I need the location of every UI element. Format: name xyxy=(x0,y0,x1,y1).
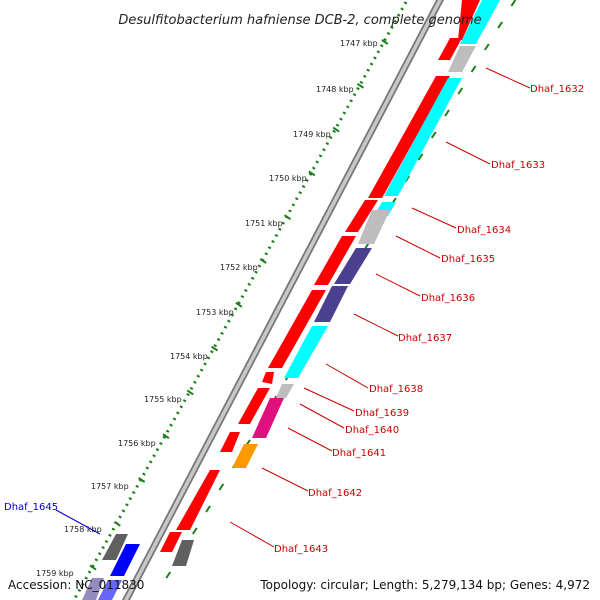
accession-text: Accession: NC_011830 xyxy=(8,578,145,592)
scale-tick-label: 1748 kbp xyxy=(316,85,354,94)
scale-tick-label: 1750 kbp xyxy=(269,174,307,183)
scale-tick xyxy=(186,389,194,396)
gene-feature[interactable] xyxy=(284,326,328,378)
scale-labels: 1747 kbp 1748 kbp 1749 kbp 1750 kbp 1751… xyxy=(36,39,378,578)
gene-feature[interactable] xyxy=(314,286,348,322)
scale-ruler xyxy=(72,1,408,600)
outer-tick xyxy=(417,153,424,161)
scale-tick xyxy=(113,520,121,527)
map-title: Desulfitobacterium hafniense DCB-2, comp… xyxy=(118,13,481,28)
scale-tick-marks xyxy=(89,39,389,571)
feature-ring-two xyxy=(172,0,500,566)
gene-feature[interactable] xyxy=(160,532,182,552)
gene-feature[interactable] xyxy=(110,544,140,576)
scale-tick xyxy=(332,126,340,133)
gene-label[interactable]: Dhaf_1637 xyxy=(398,333,452,344)
gene-label[interactable]: Dhaf_1642 xyxy=(308,488,362,499)
gene-label[interactable]: Dhaf_1640 xyxy=(345,425,399,436)
outer-tick xyxy=(510,0,517,7)
gene-label[interactable]: Dhaf_1632 xyxy=(530,84,584,95)
outer-tick xyxy=(218,483,225,491)
gene-label[interactable]: Dhaf_1634 xyxy=(457,225,511,236)
scale-tick-label: 1754 kbp xyxy=(170,352,208,361)
scale-tick xyxy=(211,345,219,352)
outer-tick xyxy=(191,527,198,535)
gene-feature[interactable] xyxy=(384,78,462,196)
scale-tick-label: 1759 kbp xyxy=(36,569,74,578)
outer-tick xyxy=(470,65,477,73)
gene-feature[interactable] xyxy=(314,236,356,285)
scale-tick xyxy=(259,258,267,264)
scale-tick xyxy=(283,214,292,221)
gene-label[interactable]: Dhaf_1643 xyxy=(274,544,328,555)
gene-feature[interactable] xyxy=(232,444,258,468)
scale-tick xyxy=(381,39,389,45)
gene-label[interactable]: Dhaf_1641 xyxy=(332,448,386,459)
lower-feature-group xyxy=(82,534,140,600)
scale-tick-label: 1755 kbp xyxy=(144,395,182,404)
outer-tick xyxy=(497,21,503,29)
scale-tick xyxy=(138,477,146,483)
gene-feature[interactable] xyxy=(368,76,450,198)
gene-feature[interactable] xyxy=(102,534,128,560)
gene-feature[interactable] xyxy=(238,388,270,424)
scale-tick xyxy=(356,82,365,89)
gene-feature[interactable] xyxy=(358,210,390,244)
scale-tick-label: 1747 kbp xyxy=(340,39,378,48)
outer-tick xyxy=(205,505,211,513)
forward-strand-genes xyxy=(160,0,480,552)
gene-feature[interactable] xyxy=(172,540,194,566)
gene-feature[interactable] xyxy=(220,432,240,452)
gene-feature[interactable] xyxy=(176,470,220,530)
gene-feature[interactable] xyxy=(438,38,462,60)
gene-feature[interactable] xyxy=(98,580,122,600)
gene-feature[interactable] xyxy=(460,0,500,44)
gene-feature[interactable] xyxy=(458,0,480,40)
gene-feature[interactable] xyxy=(262,372,274,384)
scale-tick xyxy=(162,433,170,440)
gene-label[interactable]: Dhaf_1638 xyxy=(369,384,423,395)
gene-leader-line-blue xyxy=(55,509,101,535)
outer-tick xyxy=(165,571,172,579)
gene-label[interactable]: Dhaf_1636 xyxy=(421,293,475,304)
gene-label[interactable]: Dhaf_1645 xyxy=(4,502,58,513)
scale-tick xyxy=(89,564,97,571)
gene-label[interactable]: Dhaf_1633 xyxy=(491,160,545,171)
gene-feature[interactable] xyxy=(334,248,372,284)
scale-tick-label: 1751 kbp xyxy=(245,219,283,228)
outer-tick xyxy=(430,131,437,139)
scale-tick-label: 1753 kbp xyxy=(196,308,234,317)
gene-feature[interactable] xyxy=(276,384,294,398)
gene-label[interactable]: Dhaf_1639 xyxy=(355,408,409,419)
gene-feature[interactable] xyxy=(345,200,378,232)
scale-tick xyxy=(235,301,243,308)
scale-tick xyxy=(308,170,316,177)
topology-text: Topology: circular; Length: 5,279,134 bp… xyxy=(260,578,590,592)
scale-tick-label: 1756 kbp xyxy=(118,439,156,448)
gene-feature[interactable] xyxy=(268,290,326,368)
gene-label[interactable]: Dhaf_1635 xyxy=(441,254,495,265)
scale-tick-label: 1752 kbp xyxy=(220,263,258,272)
gene-feature[interactable] xyxy=(82,578,104,600)
scale-tick-label: 1758 kbp xyxy=(64,525,102,534)
gene-leader-lines xyxy=(229,67,531,548)
scale-tick-label: 1749 kbp xyxy=(293,130,331,139)
gene-feature[interactable] xyxy=(448,46,476,72)
scale-tick-label: 1757 kbp xyxy=(91,482,129,491)
outer-tick xyxy=(444,109,450,117)
outer-tick xyxy=(457,87,464,95)
outer-tick xyxy=(484,43,490,51)
gene-labels: Dhaf_1632 Dhaf_1633 Dhaf_1634 Dhaf_1635 … xyxy=(4,84,584,555)
gene-feature[interactable] xyxy=(252,398,284,438)
